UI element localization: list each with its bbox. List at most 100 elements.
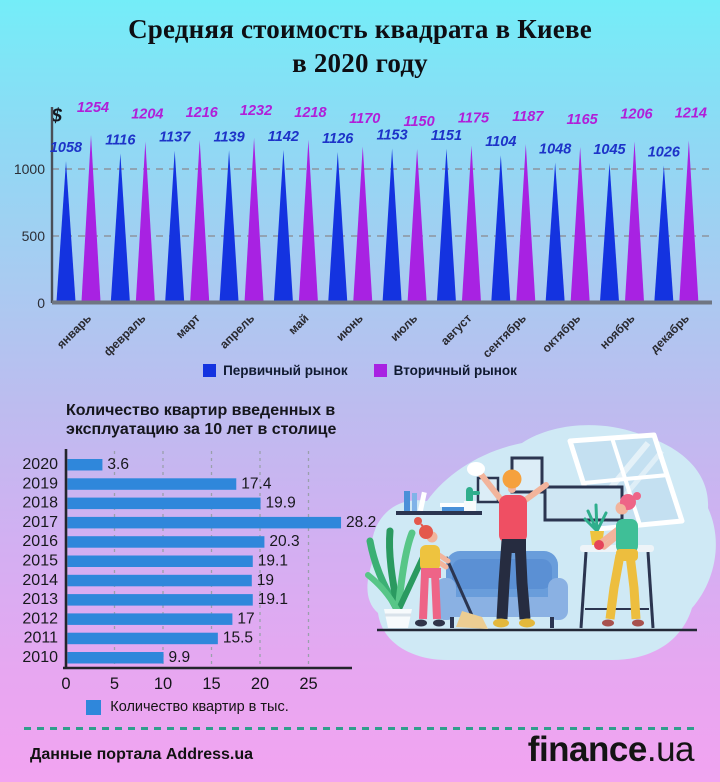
man-figure [467,462,549,628]
svg-text:0: 0 [61,675,70,693]
table-plant-leaves [583,503,608,533]
svg-text:август: август [438,311,475,348]
svg-text:0: 0 [37,295,45,311]
svg-text:2012: 2012 [22,610,58,627]
secondary-market-swatch [373,364,387,377]
svg-text:2010: 2010 [22,649,58,666]
svg-text:10: 10 [154,675,172,693]
svg-text:1214: 1214 [675,105,707,121]
svg-text:2016: 2016 [22,533,58,550]
cleaning-family-illustration [365,425,716,660]
child-figure [414,517,488,629]
finance-ua-logo-suffix: .ua [646,730,695,769]
svg-text:1058: 1058 [50,140,83,156]
svg-text:1142: 1142 [268,129,299,145]
finance-ua-logo: finance.ua [527,730,695,770]
svg-text:февраль: февраль [101,311,149,359]
svg-text:ноябрь: ноябрь [597,311,638,352]
svg-text:2013: 2013 [22,591,58,608]
svg-text:25: 25 [299,675,317,693]
picture-frame-small [476,476,500,504]
svg-text:2020: 2020 [22,456,58,473]
dusting-cloth [594,540,604,550]
svg-text:9.9: 9.9 [169,649,191,666]
svg-text:январь: январь [54,311,94,351]
bar-chart-title-line2: эксплуатацию за 10 лет в столице [66,420,337,438]
svg-text:май: май [286,311,312,337]
svg-text:15.5: 15.5 [223,630,253,647]
svg-text:2019: 2019 [22,475,58,492]
svg-text:2018: 2018 [22,495,58,512]
apartments-chart-legend: Количество квартир в тыс. [0,699,375,715]
svg-text:1175: 1175 [458,111,490,127]
svg-text:20: 20 [251,675,269,693]
apartments-legend-label: Количество квартир в тыс. [110,699,289,715]
svg-text:1026: 1026 [648,145,681,161]
svg-text:1139: 1139 [213,129,244,145]
bar-chart-title: Количество квартир введенных в эксплуата… [66,402,336,439]
svg-text:1232: 1232 [240,103,272,119]
svg-text:сентябрь: сентябрь [480,311,529,360]
svg-text:1126: 1126 [322,131,354,147]
primary-market-label: Первичный рынок [223,363,348,378]
broom-handle [444,556,476,621]
svg-text:5: 5 [110,675,119,693]
svg-text:1048: 1048 [539,142,572,158]
apartments-bar-chart: 0 5 10 15 20 25 2020 3.6 2019 17.4 2018 19.9 2017 28.… [22,449,376,693]
svg-text:март: март [173,311,203,341]
finance-ua-logo-main: finance [527,730,648,769]
svg-text:октябрь: октябрь [539,311,583,355]
svg-text:17: 17 [237,610,254,627]
svg-text:20.3: 20.3 [269,533,299,550]
secondary-market-label: Вторичный рынок [393,363,517,378]
svg-text:17.4: 17.4 [241,475,272,492]
svg-text:1216: 1216 [186,105,219,121]
svg-text:1254: 1254 [77,100,109,116]
svg-text:15: 15 [202,675,220,693]
svg-text:1204: 1204 [131,107,163,123]
svg-text:1137: 1137 [159,130,191,146]
primary-market-swatch [203,364,217,377]
svg-text:1170: 1170 [349,111,380,127]
svg-text:1150: 1150 [404,114,435,130]
woman-figure [594,492,644,627]
bar-chart-title-line1: Количество квартир введенных в [66,402,336,419]
svg-text:декабрь: декабрь [647,311,692,356]
footer-separator [24,727,698,730]
data-source: Данные портала Address.ua [30,746,254,763]
svg-text:1151: 1151 [431,128,462,144]
svg-text:1206: 1206 [620,106,653,122]
svg-text:2011: 2011 [24,630,59,647]
svg-text:1045: 1045 [593,142,626,158]
svg-text:19.1: 19.1 [258,553,288,570]
svg-text:$: $ [50,106,62,127]
svg-text:2015: 2015 [22,553,58,570]
picture-frame-wide [543,485,624,522]
svg-text:июнь: июнь [333,311,366,344]
legend-item-primary-market: Первичный рынок [203,363,348,378]
price-spike-chart: 0 500 1000 $1058 1254 январь 1116 1204 февраль 11… [14,100,712,360]
legend-item-secondary-market: Вторичный рынок [373,363,517,378]
svg-text:3.6: 3.6 [107,456,129,473]
svg-text:2014: 2014 [22,572,58,589]
svg-text:28.2: 28.2 [346,514,376,531]
broom-head [456,611,488,629]
page-title: Средняя стоимость квадрата в Киеве в 202… [0,12,720,80]
svg-text:19: 19 [257,572,274,589]
svg-text:2017: 2017 [22,514,58,531]
svg-text:апрель: апрель [217,311,257,351]
svg-text:1116: 1116 [105,132,136,148]
svg-text:19.1: 19.1 [258,591,288,608]
wall-shelf [396,487,482,515]
svg-text:1165: 1165 [567,112,599,128]
svg-text:1187: 1187 [512,109,544,125]
svg-text:1000: 1000 [14,161,45,177]
svg-text:500: 500 [22,228,46,244]
svg-text:1218: 1218 [294,105,327,121]
apartments-swatch [86,699,102,715]
cleaning-cloth [467,462,485,476]
svg-text:1104: 1104 [485,134,516,150]
svg-text:1153: 1153 [377,127,408,143]
page-title-line2: в 2020 году [292,48,428,78]
